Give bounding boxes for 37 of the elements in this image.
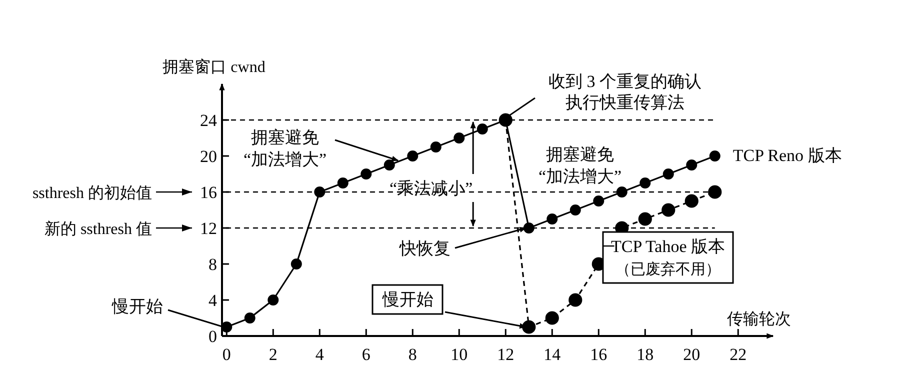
x-tick-label: 8 [408, 345, 417, 364]
annotation: 慢开始 [372, 284, 527, 329]
series-label: TCP Tahoe 版本 [610, 237, 726, 256]
x-tick-label: 10 [450, 345, 468, 364]
y-tick-label: 20 [200, 147, 217, 166]
y-tick-label: 24 [200, 111, 218, 130]
x-tick-label: 2 [268, 345, 278, 364]
x-tick-label: 20 [683, 345, 700, 364]
annotation: 慢开始 [111, 297, 163, 316]
series-label: TCP Reno 版本 [732, 146, 842, 165]
y-tick-label: 12 [200, 219, 217, 238]
x-tick-label: 4 [315, 345, 324, 364]
annotation: 拥塞避免 “加法增大” [243, 128, 327, 169]
y-tick-label: 8 [208, 255, 217, 274]
x-axis-title: 传输轮次 [727, 311, 791, 328]
annotation: 快恢复 [400, 227, 527, 258]
x-tick-label: 14 [544, 345, 562, 364]
annotation: “乘法减小” [390, 179, 473, 198]
annotation: 拥塞避免 “加法增大” [538, 145, 622, 186]
annotation: 拥塞避免 “加法增大” [243, 128, 399, 169]
y-tick-label: 4 [208, 291, 218, 310]
y-tick-label: 0 [208, 327, 217, 346]
annotation: （已废弃不用） [616, 261, 720, 278]
annotation: 快恢复 [398, 239, 450, 258]
annotation: 慢开始 [382, 290, 434, 309]
ref-line-label: 新的 ssthresh 值 [44, 220, 152, 238]
x-tick-label: 22 [730, 345, 747, 364]
x-tick-label: 0 [222, 345, 231, 364]
x-tick-label: 18 [636, 345, 654, 364]
x-tick-label: 16 [590, 345, 608, 364]
y-axis-title: 拥塞窗口 cwnd [162, 58, 266, 76]
x-tick-label: 6 [362, 345, 370, 364]
x-tick-label: 12 [497, 345, 514, 364]
annotation: 收到 3 个重复的确认执行快重传算法 [502, 72, 702, 121]
y-tick-label: 16 [200, 183, 217, 202]
ref-line-label: ssthresh 的初始值 [32, 184, 152, 202]
annotation: 收到 3 个重复的确认执行快重传算法 [548, 72, 702, 112]
